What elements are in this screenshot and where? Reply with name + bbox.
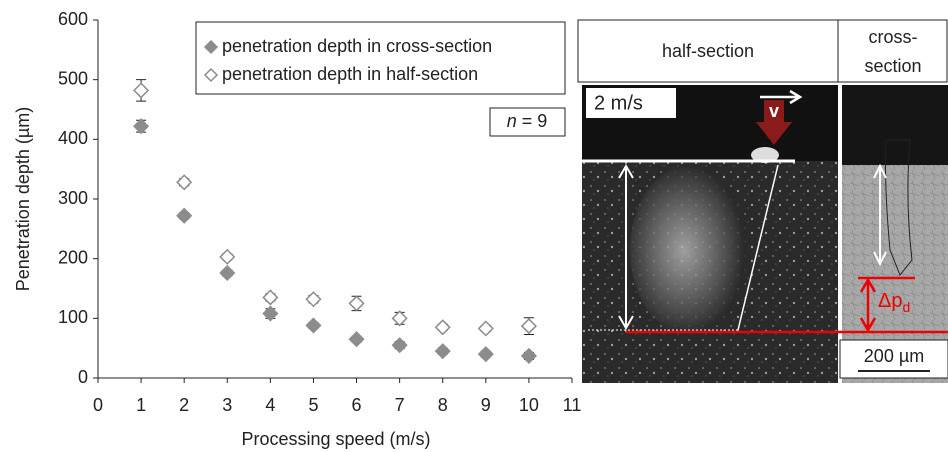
x-tick-label: 3 — [222, 395, 232, 415]
marker — [434, 343, 451, 360]
y-tick-label: 500 — [58, 68, 88, 88]
delta-symbol: Δp — [878, 290, 902, 312]
x-tick-label: 2 — [179, 395, 189, 415]
marker — [391, 337, 408, 354]
legend-label: penetration depth in half-section — [222, 64, 478, 84]
marker — [305, 291, 322, 308]
marker — [305, 317, 322, 334]
x-tick-label: 1 — [136, 395, 146, 415]
x-tick-label: 11 — [563, 395, 582, 415]
marker — [133, 118, 150, 135]
marker — [262, 289, 279, 306]
annotation-symbol: n — [507, 111, 517, 131]
x-tick-label: 4 — [265, 395, 275, 415]
x-tick-label: 8 — [438, 395, 448, 415]
legend-label: penetration depth in cross-section — [222, 36, 492, 56]
scale-label: 200 µm — [864, 346, 924, 366]
x-tick-label: 5 — [308, 395, 318, 415]
marker — [219, 248, 236, 265]
x-tick-label: 10 — [519, 395, 539, 415]
y-tick-label: 600 — [58, 9, 88, 29]
marker — [219, 264, 236, 282]
y-tick-label: 100 — [58, 307, 88, 327]
delta-arrow — [859, 277, 877, 333]
spark — [751, 147, 779, 163]
speed-box — [586, 88, 676, 118]
y-axis-label: Penetration depth (µm) — [13, 107, 33, 291]
marker — [434, 319, 451, 336]
velocity-arrow — [756, 100, 792, 145]
speed-label: 2 m/s — [594, 92, 643, 114]
cross-image-top — [842, 85, 948, 165]
y-tick-label: 400 — [58, 128, 88, 148]
depth-arrow — [618, 164, 634, 330]
legend-marker — [203, 67, 219, 83]
plume — [630, 165, 750, 335]
x-tick-label: 9 — [481, 395, 491, 415]
marker — [520, 318, 537, 335]
keyhole — [885, 139, 913, 276]
cross-title: cross- — [869, 27, 918, 47]
half-title: half-section — [662, 41, 754, 61]
legend-marker — [203, 39, 219, 55]
x-tick-label: 0 — [93, 395, 103, 415]
y-tick-label: 0 — [78, 367, 88, 387]
slope-line — [737, 164, 779, 331]
direction-arrow — [760, 89, 803, 105]
annotation: n = 9 — [507, 111, 548, 131]
legend-box — [195, 21, 566, 95]
marker — [477, 346, 494, 363]
cross-title: section — [864, 56, 921, 76]
delta-sub: d — [902, 299, 910, 315]
x-tick-label: 6 — [352, 395, 362, 415]
header-box — [577, 19, 948, 83]
x-axis-label: Processing speed (m/s) — [241, 429, 430, 449]
marker — [133, 82, 150, 99]
marker — [477, 320, 494, 337]
x-tick-label: 7 — [395, 395, 405, 415]
marker — [176, 207, 193, 224]
marker — [348, 295, 365, 312]
y-tick-label: 300 — [58, 188, 88, 208]
cross-arrow — [873, 163, 887, 267]
velocity-label: v — [769, 101, 779, 121]
annotation-box — [489, 107, 566, 137]
marker — [520, 347, 537, 364]
marker — [262, 305, 279, 322]
annotation-text: = 9 — [522, 111, 548, 131]
y-tick-label: 200 — [58, 247, 88, 267]
marker — [391, 310, 408, 327]
marker — [176, 174, 193, 191]
delta-label: Δpd — [878, 290, 910, 314]
marker — [348, 331, 365, 348]
